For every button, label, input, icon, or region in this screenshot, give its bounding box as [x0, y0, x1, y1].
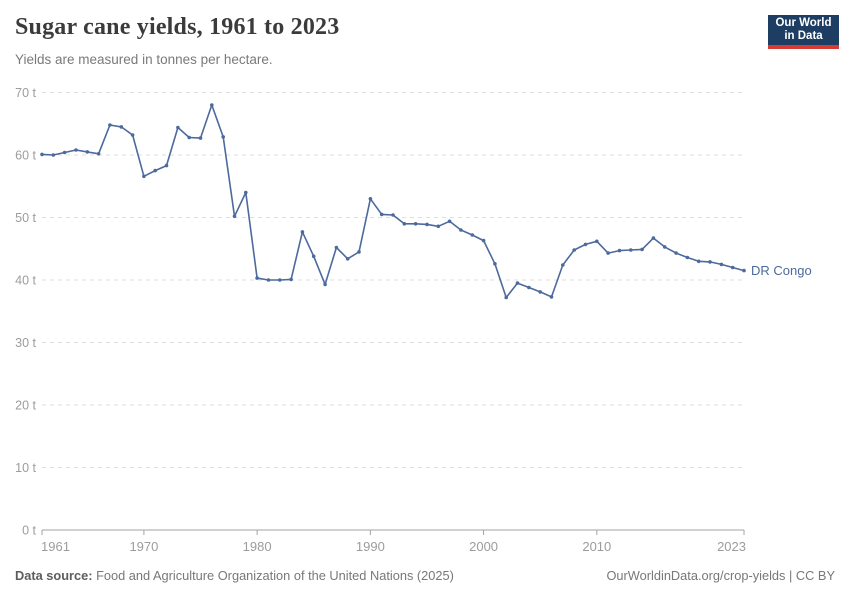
- page-title: Sugar cane yields, 1961 to 2023: [15, 14, 340, 40]
- data-point[interactable]: [96, 152, 101, 156]
- data-point[interactable]: [640, 247, 644, 252]
- data-point[interactable]: [266, 278, 271, 282]
- data-point[interactable]: [742, 268, 746, 273]
- data-point[interactable]: [176, 125, 180, 130]
- data-point[interactable]: [561, 263, 565, 267]
- data-point[interactable]: [504, 295, 509, 300]
- x-tick-label: 2010: [582, 539, 611, 554]
- data-point[interactable]: [40, 152, 44, 157]
- data-point[interactable]: [164, 163, 169, 168]
- y-tick-label: 10 t: [15, 461, 36, 475]
- data-point[interactable]: [379, 212, 384, 217]
- owid-logo: Our World in Data: [768, 15, 839, 49]
- data-point[interactable]: [538, 290, 542, 294]
- data-point[interactable]: [357, 250, 361, 254]
- x-tick-label: 1970: [129, 539, 158, 554]
- owid-logo-line2: in Data: [784, 30, 823, 42]
- series-line[interactable]: [41, 104, 745, 299]
- y-tick-label: 40 t: [15, 274, 36, 288]
- owid-logo-line1: Our World: [775, 17, 832, 29]
- y-tick-label: 0 t: [22, 524, 36, 538]
- data-point[interactable]: [323, 282, 327, 287]
- data-point[interactable]: [187, 135, 191, 140]
- data-source-note: Data source: Food and Agriculture Organi…: [15, 568, 454, 583]
- data-point[interactable]: [719, 262, 724, 267]
- data-point[interactable]: [210, 103, 214, 107]
- data-point[interactable]: [153, 168, 157, 173]
- y-tick-label: 20 t: [15, 399, 36, 413]
- data-point[interactable]: [583, 242, 588, 247]
- data-point[interactable]: [108, 123, 112, 127]
- attribution-link[interactable]: OurWorldinData.org/crop-yields | CC BY: [606, 568, 835, 583]
- data-point[interactable]: [413, 222, 418, 226]
- data-point[interactable]: [651, 236, 656, 240]
- chart-subtitle: Yields are measured in tonnes per hectar…: [15, 52, 273, 67]
- data-point[interactable]: [515, 281, 520, 285]
- data-point[interactable]: [74, 148, 78, 152]
- data-point[interactable]: [572, 248, 576, 252]
- y-tick-label: 50 t: [15, 211, 36, 225]
- data-point[interactable]: [221, 135, 225, 139]
- data-point[interactable]: [685, 255, 690, 260]
- data-point[interactable]: [459, 228, 463, 232]
- data-point[interactable]: [436, 224, 441, 229]
- x-tick-label: 2023: [717, 539, 746, 554]
- data-source-label: Data source:: [15, 568, 93, 583]
- data-point[interactable]: [232, 214, 237, 219]
- data-point[interactable]: [255, 276, 259, 280]
- x-tick-label: 1990: [356, 539, 385, 554]
- x-tick-label: 1980: [243, 539, 272, 554]
- x-tick-label: 2000: [469, 539, 498, 554]
- data-point[interactable]: [402, 222, 407, 226]
- data-point[interactable]: [62, 150, 67, 155]
- data-point[interactable]: [595, 239, 599, 244]
- data-point[interactable]: [493, 262, 497, 266]
- series-end-label[interactable]: DR Congo: [751, 263, 812, 278]
- data-point[interactable]: [696, 259, 701, 264]
- data-point[interactable]: [629, 248, 633, 252]
- data-point[interactable]: [606, 251, 610, 255]
- y-tick-label: 30 t: [15, 336, 36, 350]
- data-point[interactable]: [142, 174, 146, 179]
- data-point[interactable]: [51, 153, 56, 157]
- data-point[interactable]: [730, 265, 735, 270]
- data-point[interactable]: [289, 277, 293, 282]
- data-point[interactable]: [425, 222, 429, 227]
- y-tick-label: 70 t: [15, 86, 36, 100]
- data-point[interactable]: [708, 260, 712, 264]
- data-point[interactable]: [345, 257, 350, 261]
- data-point[interactable]: [130, 133, 135, 137]
- data-point[interactable]: [674, 251, 678, 255]
- data-point[interactable]: [481, 238, 486, 243]
- y-tick-label: 60 t: [15, 149, 36, 163]
- chart-footer: Data source: Food and Agriculture Organi…: [15, 568, 835, 583]
- data-point[interactable]: [391, 213, 395, 217]
- data-point[interactable]: [311, 254, 316, 259]
- data-point[interactable]: [549, 295, 554, 299]
- x-tick-label: 1961: [41, 539, 70, 554]
- data-point[interactable]: [278, 278, 282, 282]
- data-point[interactable]: [334, 245, 339, 250]
- data-point[interactable]: [527, 285, 531, 290]
- data-point[interactable]: [119, 125, 124, 129]
- data-point[interactable]: [300, 230, 305, 234]
- data-point[interactable]: [617, 248, 622, 253]
- data-source-text: Food and Agriculture Organization of the…: [92, 568, 454, 583]
- data-point[interactable]: [85, 150, 90, 154]
- data-point[interactable]: [244, 190, 248, 195]
- data-point[interactable]: [662, 245, 667, 249]
- data-point[interactable]: [198, 136, 203, 140]
- data-point[interactable]: [368, 197, 373, 201]
- data-point[interactable]: [470, 233, 475, 237]
- data-point[interactable]: [447, 219, 452, 224]
